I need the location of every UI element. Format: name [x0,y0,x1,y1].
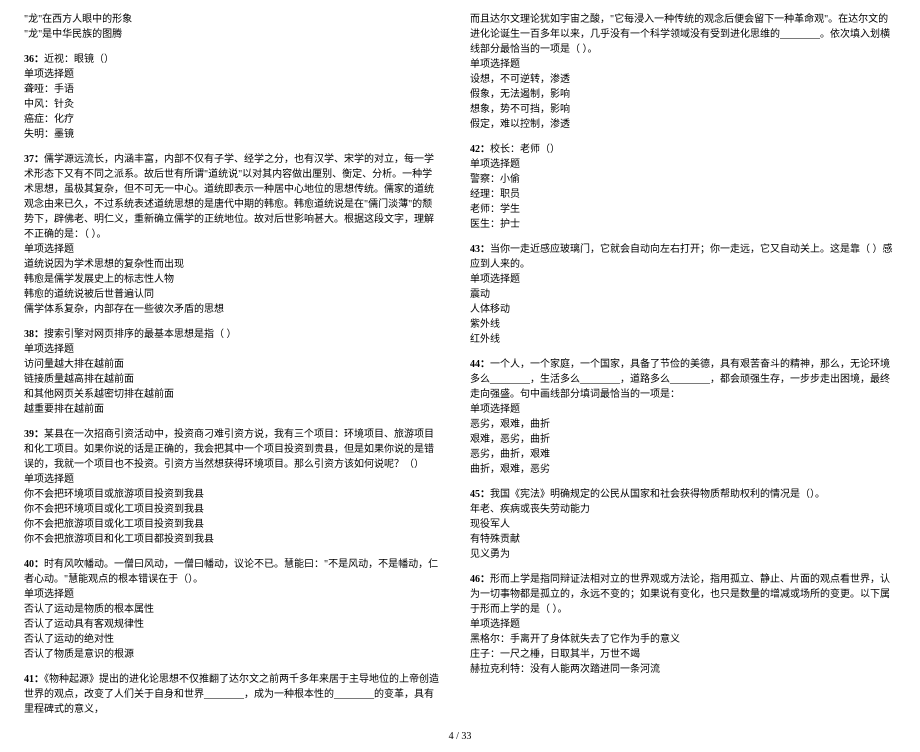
option: 失明：墨镜 [24,127,442,142]
option: 设想，不可逆转，渗透 [470,72,896,87]
question-37: 37：儒学源远流长，内涵丰富，内部不仅有子学、经学之分，也有汉学、宋学的对立，每… [24,152,442,317]
option: 儒学体系复杂，内部存在一些彼次矛盾的思想 [24,302,442,317]
q-body-cont: 而且达尔文理论犹如宇宙之酸，"它每浸入一种传统的观念后便会留下一种革命观"。在达… [470,14,890,55]
q-body: 儒学源远流长，内涵丰富，内部不仅有子学、经学之分，也有汉学、宋学的对立，每一学术… [24,154,434,240]
q-type: 单项选择题 [470,402,896,417]
option: 访问量越大排在越前面 [24,357,442,372]
option: 聋哑：手语 [24,82,442,97]
option: 艰难，恶劣，曲折 [470,432,896,447]
left-column: "龙"在西方人眼中的形象 "龙"是中华民族的图腾 36：近视：眼镜（） 单项选择… [24,12,460,717]
option: 假定，难以控制，渗透 [470,117,896,132]
option: 和其他网页关系越密切排在越前面 [24,387,442,402]
option: 医生：护士 [470,217,896,232]
q-body: 形而上学是指同辩证法相对立的世界观或方法论，指用孤立、静止、片面的观点看世界，认… [470,574,890,615]
q-body: 我国《宪法》明确规定的公民从国家和社会获得物质帮助权利的情况是（）。 [490,489,825,500]
q-body: 当你一走近感应玻璃门，它就会自动向左右打开；你一走远，它又自动关上。这是靠（ ）… [470,244,893,270]
option: 庄子：一尺之棰，日取其半，万世不竭 [470,647,896,662]
question-42: 42：校长：老师（） 单项选择题 警察：小偷 经理：职员 老师：学生 医生：护士 [470,142,896,232]
option: 你不会把环境项目或旅游项目投资到我县 [24,487,442,502]
q-type: 单项选择题 [24,587,442,602]
q-num: 46： [470,574,490,585]
option: 见义勇为 [470,547,896,562]
question-36: 36：近视：眼镜（） 单项选择题 聋哑：手语 中风：针灸 癌症：化疗 失明：墨镜 [24,52,442,142]
pre-line: "龙"在西方人眼中的形象 [24,12,442,27]
option: 经理：职员 [470,187,896,202]
option: 否认了运动具有客观规律性 [24,617,442,632]
option: 有特殊贡献 [470,532,896,547]
right-column: 而且达尔文理论犹如宇宙之酸，"它每浸入一种传统的观念后便会留下一种革命观"。在达… [460,12,896,717]
option: 链接质量越高排在越前面 [24,372,442,387]
q-num: 44： [470,359,490,370]
q-type: 单项选择题 [470,57,896,72]
option: 否认了物质是意识的根源 [24,647,442,662]
page-footer: 4 / 33 [0,729,920,752]
option: 你不会把旅游项目或化工项目投资到我县 [24,517,442,532]
q-type: 单项选择题 [470,157,896,172]
q-body: 时有风吹幡动。一僧曰风动，一僧曰幡动，议论不已。慧能曰："不是风动，不是幡动，仁… [24,559,438,585]
question-40: 40：时有风吹幡动。一僧曰风动，一僧曰幡动，议论不已。慧能曰："不是风动，不是幡… [24,557,442,662]
option: 否认了运动是物质的根本属性 [24,602,442,617]
option: 恶劣，艰难，曲折 [470,417,896,432]
option: 现役军人 [470,517,896,532]
q-body: 《物种起源》提出的进化论思想不仅推翻了达尔文之前两千多年来居于主导地位的上帝创造… [24,674,439,715]
q-num: 42： [470,144,490,155]
option: 癌症：化疗 [24,112,442,127]
q-title: 近视：眼镜（） [44,54,114,65]
q-type: 单项选择题 [24,67,442,82]
q-title: 校长：老师（） [490,144,560,155]
option: 道统说因为学术思想的复杂性而出现 [24,257,442,272]
option: 你不会把环境项目或化工项目投资到我县 [24,502,442,517]
q-num: 36： [24,54,44,65]
option: 想象，势不可挡，影响 [470,102,896,117]
option: 老师：学生 [470,202,896,217]
q-type: 单项选择题 [24,242,442,257]
q-num: 38： [24,329,44,340]
option: 假象，无法遏制，影响 [470,87,896,102]
question-46: 46：形而上学是指同辩证法相对立的世界观或方法论，指用孤立、静止、片面的观点看世… [470,572,896,677]
q-type: 单项选择题 [24,342,442,357]
option: 越重要排在越前面 [24,402,442,417]
q-num: 43： [470,244,490,255]
option: 恶劣，曲折，艰难 [470,447,896,462]
option: 韩愈是儒学发展史上的标志性人物 [24,272,442,287]
option: 赫拉克利特：没有人能两次踏进同一条河流 [470,662,896,677]
option: 黑格尔：手离开了身体就失去了它作为手的意义 [470,632,896,647]
pre-line: "龙"是中华民族的图腾 [24,27,442,42]
q-title: 搜索引擎对网页排序的最基本思想是指（ ） [44,329,237,340]
option: 人体移动 [470,302,896,317]
option: 否认了运动的绝对性 [24,632,442,647]
option: 紫外线 [470,317,896,332]
q-num: 37： [24,154,44,165]
question-39: 39：某县在一次招商引资活动中，投资商刁难引资方说，我有三个项目：环境项目、旅游… [24,427,442,547]
option: 韩愈的道统说被后世普遍认同 [24,287,442,302]
q-body: 一个人，一个家庭，一个国家，具备了节俭的美德，具有艰苦奋斗的精神，那么，无论环境… [470,359,890,400]
q-type: 单项选择题 [470,272,896,287]
q-num: 45： [470,489,490,500]
question-44: 44：一个人，一个家庭，一个国家，具备了节俭的美德，具有艰苦奋斗的精神，那么，无… [470,357,896,477]
question-41a: 41：《物种起源》提出的进化论思想不仅推翻了达尔文之前两千多年来居于主导地位的上… [24,672,442,717]
question-45: 45：我国《宪法》明确规定的公民从国家和社会获得物质帮助权利的情况是（）。 年老… [470,487,896,562]
q-num: 40： [24,559,44,570]
question-38: 38：搜索引擎对网页排序的最基本思想是指（ ） 单项选择题 访问量越大排在越前面… [24,327,442,417]
option: 震动 [470,287,896,302]
q-type: 单项选择题 [470,617,896,632]
option: 年老、疾病或丧失劳动能力 [470,502,896,517]
question-43: 43：当你一走近感应玻璃门，它就会自动向左右打开；你一走远，它又自动关上。这是靠… [470,242,896,347]
option: 警察：小偷 [470,172,896,187]
page-container: "龙"在西方人眼中的形象 "龙"是中华民族的图腾 36：近视：眼镜（） 单项选择… [0,0,920,729]
option: 曲折，艰难，恶劣 [470,462,896,477]
pre-lines: "龙"在西方人眼中的形象 "龙"是中华民族的图腾 [24,12,442,42]
option: 中风：针灸 [24,97,442,112]
question-41b: 而且达尔文理论犹如宇宙之酸，"它每浸入一种传统的观念后便会留下一种革命观"。在达… [470,12,896,132]
q-type: 单项选择题 [24,472,442,487]
q-num: 39： [24,429,44,440]
option: 红外线 [470,332,896,347]
option: 你不会把旅游项目和化工项目都投资到我县 [24,532,442,547]
q-num: 41： [24,674,44,685]
q-body: 某县在一次招商引资活动中，投资商刁难引资方说，我有三个项目：环境项目、旅游项目和… [24,429,434,470]
